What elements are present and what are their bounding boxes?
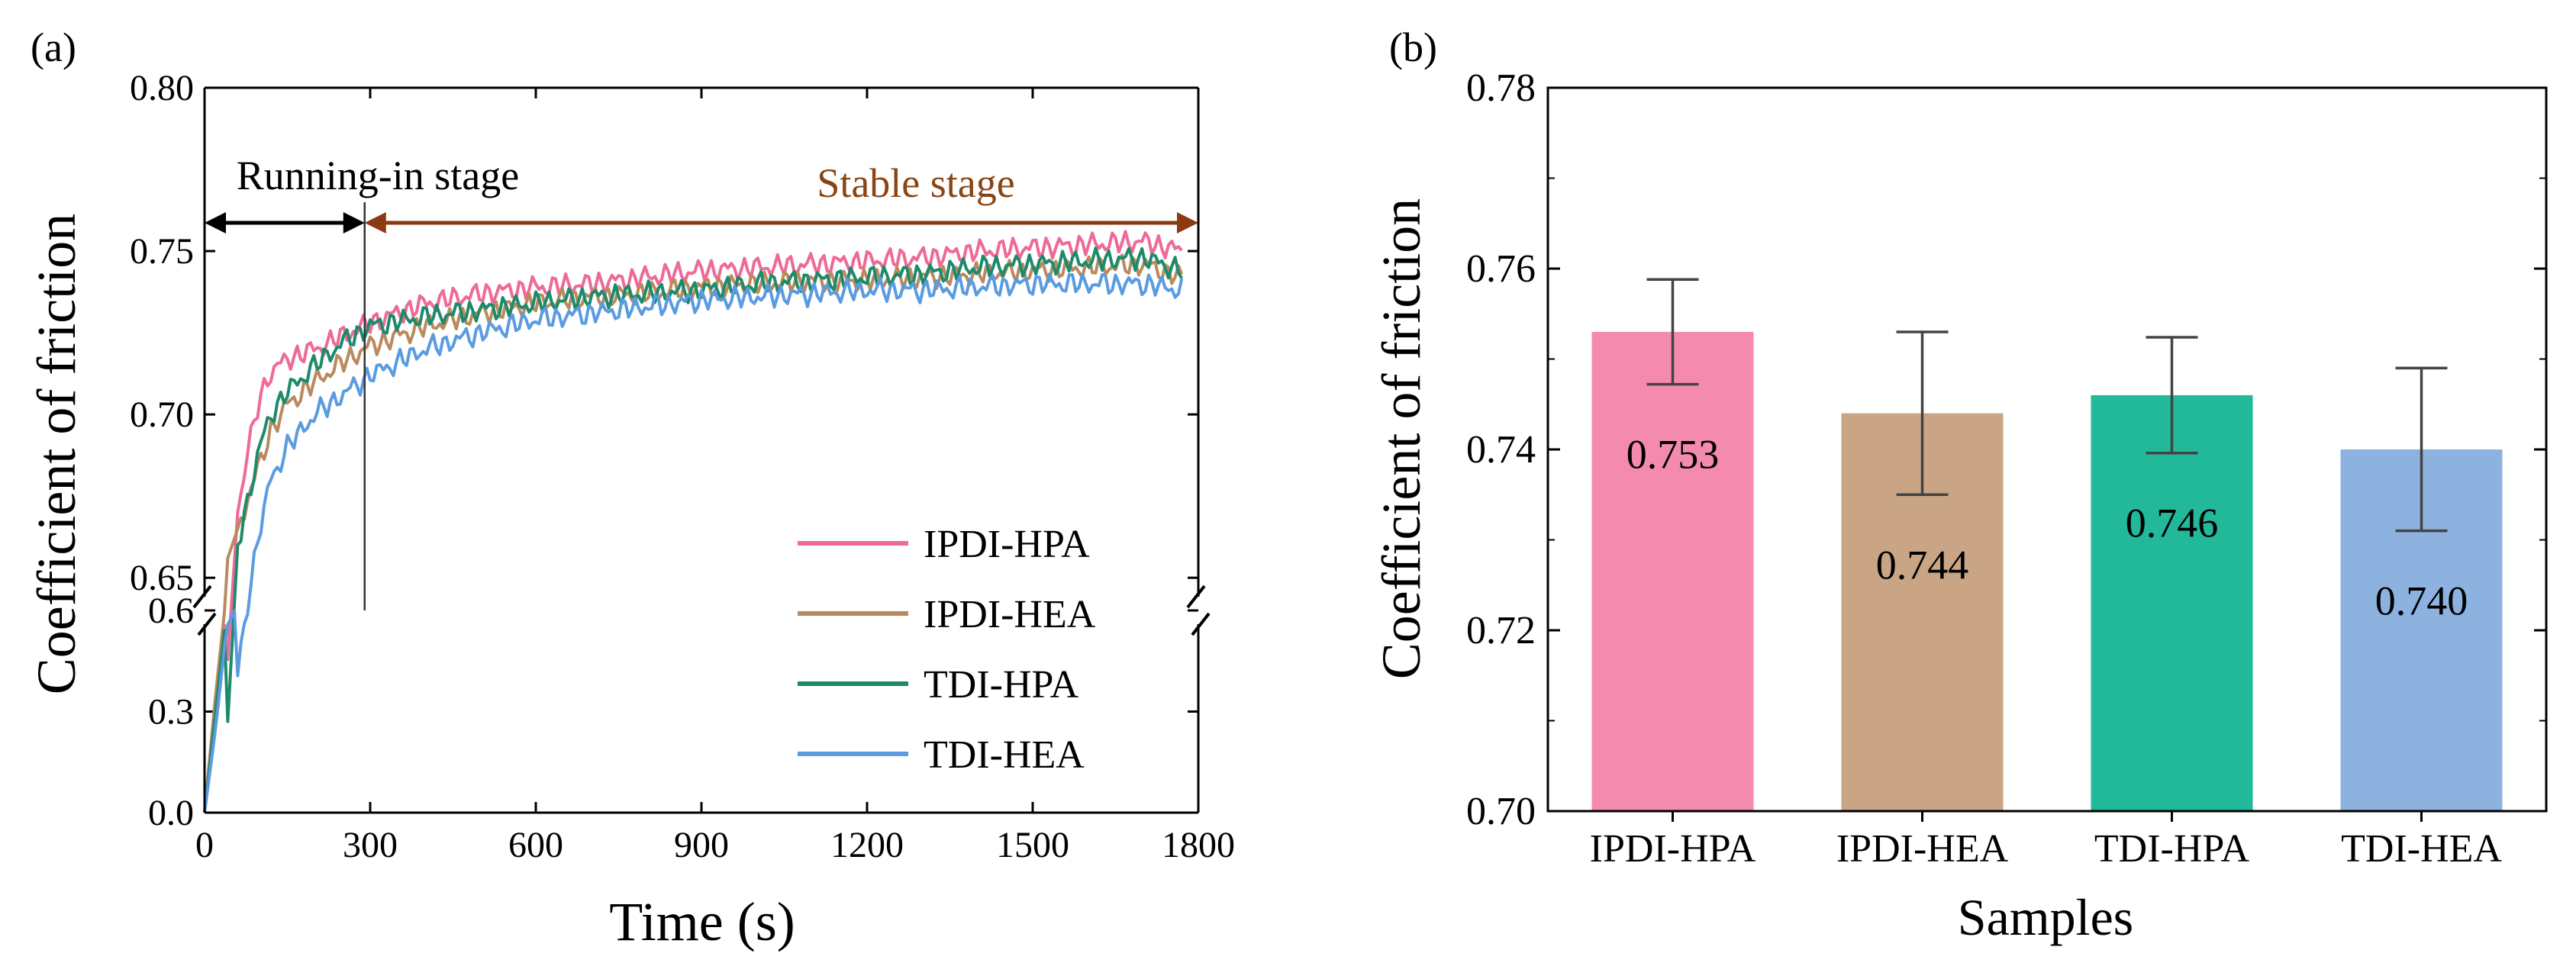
error-bar-tdi-hea (2395, 366, 2448, 533)
panel-a-ytick-label: 0.6 (148, 591, 194, 631)
running-in-arrowhead-right (343, 212, 365, 233)
running-in-label: Running-in stage (237, 153, 519, 198)
panel-b-xlabel: Samples (1958, 888, 2133, 946)
series-line-tdi-hpa (203, 246, 1184, 813)
panel-b-ytick-label: 0.76 (1466, 247, 1536, 291)
legend-label-tdi-hea: TDI-HEA (924, 733, 1085, 777)
panel-a-ytick-label: 0.80 (130, 68, 194, 108)
panel-a-ytick-label: 0.75 (130, 231, 194, 272)
panel-a-xtick-label: 1800 (1162, 825, 1235, 865)
panel-a-x-ticks: 0 300 600 900 1200 1500 1800 (195, 88, 1235, 865)
stable-arrowhead-left (364, 212, 386, 233)
legend-label-ipdi-hea: IPDI-HEA (924, 593, 1096, 636)
panel-a-ytick-label: 0.0 (148, 793, 194, 833)
panel-a-line-chart: (a) Coefficient of friction Time (s) 0.6… (26, 24, 1235, 952)
panel-b-ytick-label: 0.72 (1466, 609, 1536, 652)
panel-b-frame (1546, 86, 2548, 813)
bar-value-label: 0.753 (1627, 432, 1720, 478)
panel-a-y-ticks-upper: 0.65 0.70 0.75 0.80 (130, 68, 1198, 598)
panel-a-series-group (203, 230, 1184, 813)
panel-a-xtick-label: 600 (508, 825, 563, 865)
series-line-tdi-hea (203, 272, 1184, 813)
error-bar-ipdi-hea (1896, 330, 1949, 496)
axis-break-mark (197, 612, 217, 636)
panel-b-bars: 0.753 IPDI-HPA 0.744 IPDI-HEA 0.746 TDI-HPA 0.… (1590, 278, 2503, 871)
stable-arrowhead-right (1177, 212, 1198, 233)
panel-b-label: (b) (1389, 24, 1437, 70)
stage-arrows (205, 212, 1198, 233)
panel-a-legend: IPDI-HPA IPDI-HEA TDI-HPA TDI-HEA (798, 523, 1096, 777)
panel-b-category-label: TDI-HPA (2094, 827, 2250, 871)
running-in-arrowhead-left (205, 212, 226, 233)
stable-stage-label: Stable stage (817, 160, 1014, 206)
error-bar-ipdi-hpa (1646, 278, 1699, 386)
legend-label-ipdi-hpa: IPDI-HPA (924, 523, 1090, 566)
bar-value-label: 0.740 (2375, 578, 2468, 624)
panel-a-xtick-label: 300 (343, 825, 398, 865)
panel-b-y-ticks: 0.70 0.72 0.74 0.76 0.78 (1466, 66, 2546, 833)
panel-b-ylabel: Coefficient of friction (1371, 198, 1432, 679)
panel-b-category-label: IPDI-HEA (1836, 827, 2009, 871)
axis-break-mark (1191, 612, 1211, 636)
bar-ipdi-hpa (1591, 331, 1754, 811)
panel-a-frame (192, 86, 1211, 814)
panel-a-ytick-label: 0.70 (130, 394, 194, 435)
axis-break-mark (192, 585, 212, 609)
panel-a-ytick-label: 0.65 (130, 558, 194, 598)
panel-b-category-label: TDI-HEA (2341, 827, 2502, 871)
error-bar-tdi-hpa (2146, 336, 2198, 455)
series-line-ipdi-hea (203, 253, 1184, 813)
panel-a-label: (a) (31, 24, 76, 70)
legend-label-tdi-hpa: TDI-HPA (924, 663, 1079, 707)
panel-a-xlabel: Time (s) (609, 891, 795, 952)
panel-b-bar-chart: (b) Coefficient of friction Samples 0.70… (1371, 24, 2548, 946)
bar-value-label: 0.746 (2126, 501, 2219, 546)
panel-a-xtick-label: 1500 (996, 825, 1069, 865)
bar-tdi-hpa (2091, 394, 2253, 811)
axis-break-mark (1186, 585, 1206, 609)
panel-b-category-label: IPDI-HPA (1590, 827, 1756, 871)
panel-a-ytick-label: 0.3 (148, 692, 194, 733)
panel-a-ylabel: Coefficient of friction (26, 214, 87, 694)
bar-value-label: 0.744 (1876, 542, 1969, 588)
panel-b-ytick-label: 0.70 (1466, 790, 1536, 833)
panel-b-plot-frame (1546, 86, 2548, 813)
panel-a-xtick-label: 1200 (830, 825, 904, 865)
panel-b-ytick-label: 0.74 (1466, 428, 1536, 472)
panel-b-ytick-label: 0.78 (1466, 66, 1536, 110)
panel-a-xtick-label: 900 (674, 825, 729, 865)
panel-a-xtick-label: 0 (195, 825, 214, 865)
